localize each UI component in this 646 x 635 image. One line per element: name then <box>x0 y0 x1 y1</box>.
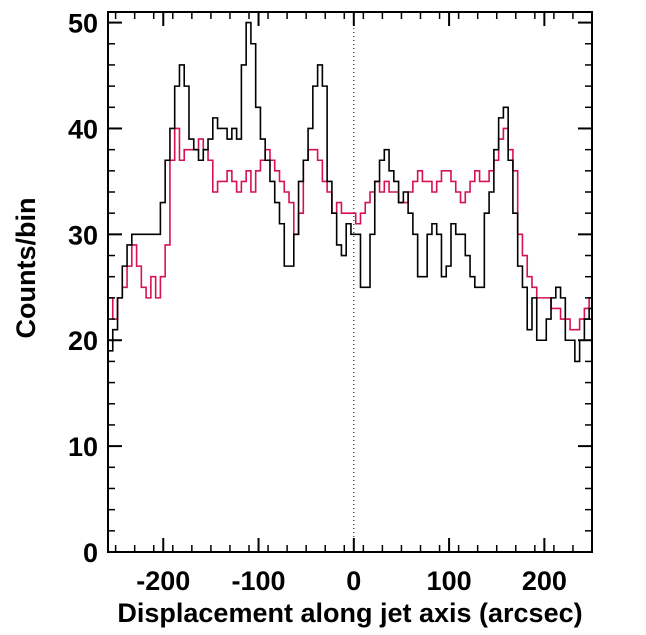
y-axis-label: Counts/bin <box>11 198 41 339</box>
series-1-line <box>108 21 592 363</box>
plot-frame <box>107 11 593 553</box>
y-tick-label: 30 <box>68 220 98 250</box>
x-tick-label: 0 <box>346 566 361 596</box>
y-tick-label: 40 <box>68 114 98 144</box>
x-axis-label: Displacement along jet axis (arcsec) <box>117 598 582 628</box>
y-tick-label: 0 <box>83 538 98 568</box>
y-tick-label: 50 <box>68 9 98 39</box>
y-tick-label: 20 <box>68 326 98 356</box>
y-tick-label: 10 <box>68 432 98 462</box>
x-tick-label: 100 <box>427 566 472 596</box>
series-layer <box>108 21 592 363</box>
x-tick-label: -200 <box>136 566 190 596</box>
x-tick-label: -100 <box>232 566 286 596</box>
tick-layer: -200 -100 0 100 200 0 10 20 30 40 50 <box>68 9 593 596</box>
series-2-line <box>108 127 592 331</box>
x-tick-label: 200 <box>522 566 567 596</box>
